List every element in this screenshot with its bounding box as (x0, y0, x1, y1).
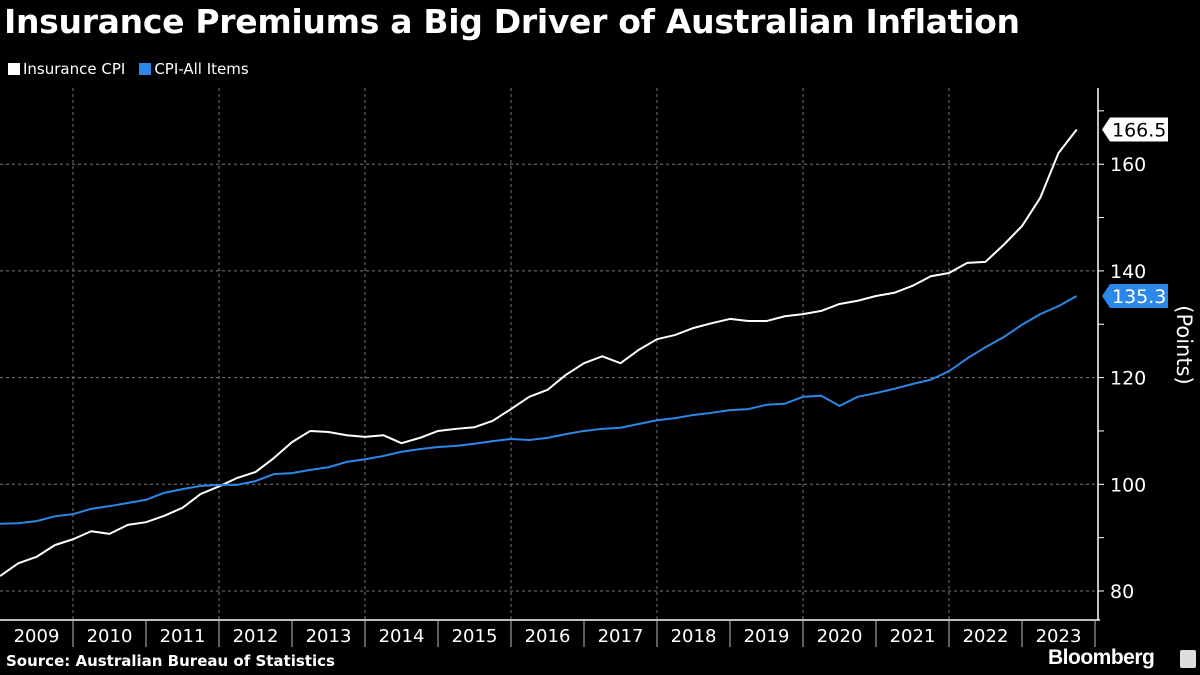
x-tick-label: 2017 (598, 626, 644, 647)
x-tick-label: 2010 (87, 626, 133, 647)
last-value-tag (1102, 117, 1168, 142)
x-tick-label: 2014 (379, 626, 425, 647)
x-tick-label: 2023 (1036, 626, 1082, 647)
legend-swatch-insurance-cpi (8, 63, 20, 75)
series-line-insurance-cpi (0, 128, 1078, 577)
x-tick-label: 2018 (671, 626, 717, 647)
x-tick-label: 2021 (890, 626, 936, 647)
legend-label: Insurance CPI (23, 60, 126, 78)
bloomberg-chart-icon (1180, 650, 1196, 668)
legend-item-cpi-all-items: CPI-All Items (139, 60, 249, 78)
x-tick-label: 2012 (233, 626, 279, 647)
x-tick-label: 2009 (14, 626, 60, 647)
y-tick-label: 160 (1110, 154, 1146, 176)
y-axis-label: (Points) (1172, 305, 1196, 384)
y-tick-label: 140 (1110, 261, 1146, 283)
legend-item-insurance-cpi: Insurance CPI (8, 60, 125, 78)
x-tick-label: 2022 (963, 626, 1009, 647)
series-line-cpi-all-items (0, 295, 1078, 525)
last-value-label: 166.5 (1112, 120, 1166, 142)
chart-title: Insurance Premiums a Big Driver of Austr… (4, 2, 1020, 41)
legend-label: CPI-All Items (154, 60, 249, 78)
last-value-tag (1102, 283, 1168, 308)
last-value-label: 135.3 (1112, 286, 1166, 308)
y-tick-label: 120 (1110, 368, 1146, 390)
x-tick-label: 2013 (306, 626, 352, 647)
y-tick-label: 80 (1110, 581, 1134, 603)
legend-swatch-cpi-all-items (139, 63, 152, 75)
x-tick-label: 2015 (452, 626, 498, 647)
x-tick-label: 2011 (160, 626, 206, 647)
legend: Insurance CPI CPI-All Items (8, 60, 249, 78)
x-tick-label: 2020 (817, 626, 863, 647)
x-tick-label: 2016 (525, 626, 571, 647)
source-note: Source: Australian Bureau of Statistics (6, 652, 335, 670)
y-tick-label: 100 (1110, 474, 1146, 496)
bloomberg-logo: Bloomberg (1048, 646, 1155, 669)
x-tick-label: 2019 (744, 626, 790, 647)
